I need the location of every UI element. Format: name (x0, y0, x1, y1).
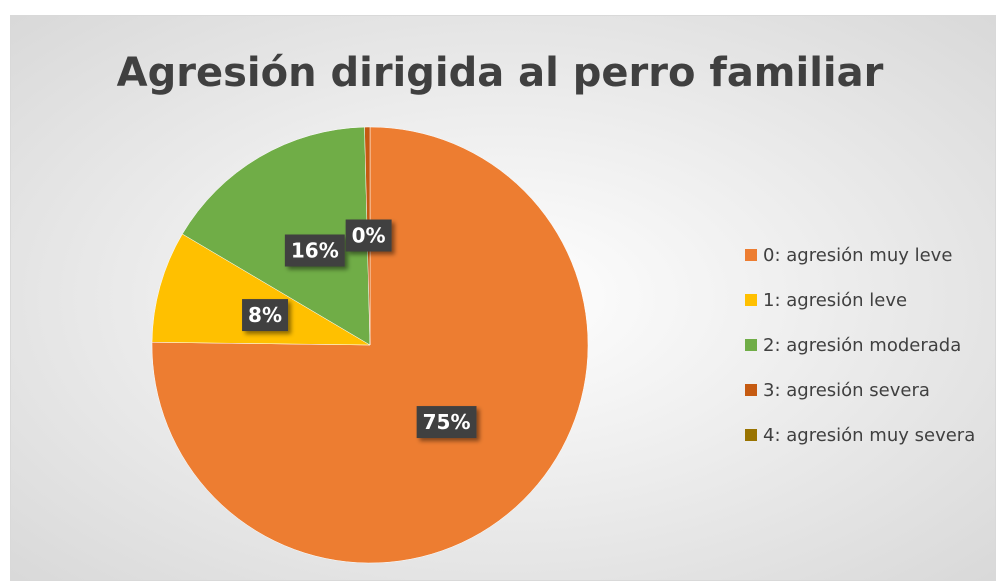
legend-swatch (745, 384, 757, 396)
legend-label: 2: agresión moderada (763, 335, 961, 356)
data-label: 75% (423, 410, 471, 434)
legend-swatch (745, 294, 757, 306)
legend-label: 3: agresión severa (763, 380, 930, 401)
pie-slice (151, 233, 371, 346)
data-label-box (284, 234, 345, 267)
data-label: 8% (248, 303, 282, 327)
data-label: 0% (352, 224, 386, 248)
data-label-box (345, 219, 392, 252)
legend-swatch (745, 249, 757, 261)
pie-slice (182, 126, 371, 346)
legend-label: 4: agresión muy severa (763, 425, 975, 446)
data-label-box (242, 299, 289, 332)
chart-title: Agresión dirigida al perro familiar (117, 50, 884, 96)
legend-swatch (745, 429, 757, 441)
data-label: 16% (291, 239, 339, 263)
legend-label: 1: agresión leve (763, 290, 907, 311)
legend-label: 0: agresión muy leve (763, 245, 952, 266)
data-label-box (416, 406, 477, 439)
legend-swatch (745, 339, 757, 351)
